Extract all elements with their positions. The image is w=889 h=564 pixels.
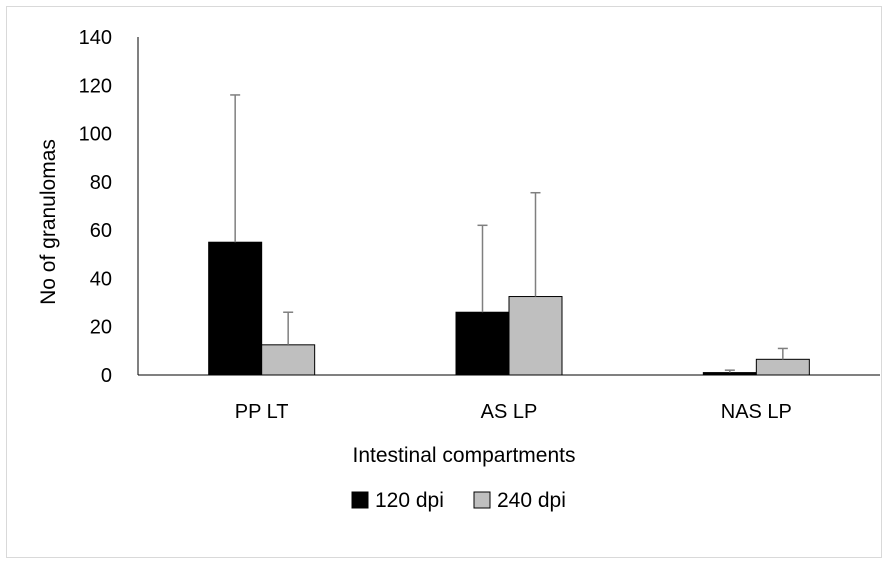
bar-120-dpi-AS-LP — [455, 311, 510, 376]
axes — [137, 37, 880, 376]
x-axis-title: Intestinal compartments — [353, 444, 576, 467]
legend-label: 120 dpi — [375, 489, 444, 512]
bar-120-dpi-PP-LT — [208, 241, 263, 376]
y-tick-label: 140 — [79, 27, 112, 49]
y-tick-label: 100 — [79, 124, 112, 146]
legend-swatch — [473, 491, 491, 509]
y-tick-label: 120 — [79, 75, 112, 97]
bars — [208, 241, 810, 376]
y-tick-label: 20 — [90, 317, 112, 339]
legend-label: 240 dpi — [497, 489, 566, 512]
y-tick-label: 80 — [90, 172, 112, 194]
legend: 120 dpi 240 dpi — [351, 489, 566, 512]
x-tick-label: PP LT — [235, 401, 289, 423]
bar-240-dpi-NAS-LP — [755, 358, 810, 376]
error-bars — [230, 94, 788, 373]
x-tick-label: NAS LP — [721, 401, 792, 423]
y-tick-label: 60 — [90, 220, 112, 242]
y-axis-ticks: 0 20 40 60 80 100 120 140 — [79, 27, 112, 387]
y-tick-label: 40 — [90, 268, 112, 290]
legend-swatch — [351, 491, 369, 509]
bar-240-dpi-AS-LP — [508, 296, 563, 376]
y-tick-label: 0 — [101, 365, 112, 387]
x-tick-label: AS LP — [481, 401, 538, 423]
y-axis-title: No of granulomas — [37, 139, 60, 305]
bar-240-dpi-PP-LT — [261, 344, 316, 376]
chart-frame — [6, 6, 882, 558]
x-axis-ticks: PP LT AS LP NAS LP — [235, 401, 792, 423]
